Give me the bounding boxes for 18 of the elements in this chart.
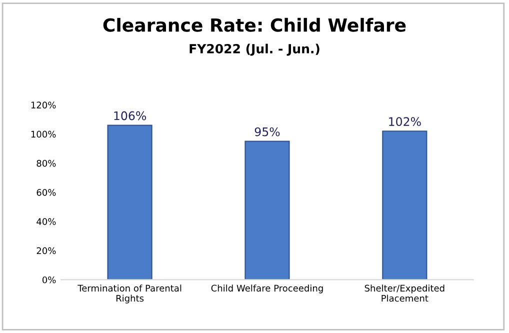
x-tick-label: Child Welfare Proceeding <box>211 284 323 294</box>
data-label: 106% <box>114 111 146 120</box>
x-tick-label: Shelter/Expedited Placement <box>364 284 444 302</box>
y-tick-label: 80% <box>36 160 56 167</box>
y-tick-label: 60% <box>36 189 56 196</box>
data-label: 95% <box>254 127 280 136</box>
bar <box>107 124 152 280</box>
chart-title: Clearance Rate: Child Welfare <box>103 18 406 32</box>
y-tick-label: 120% <box>31 102 56 108</box>
data-label: 102% <box>389 117 421 126</box>
y-tick-label: 100% <box>31 130 56 138</box>
x-tick-label: Termination of Parental Rights <box>78 284 182 304</box>
bar <box>244 140 290 280</box>
bar <box>382 130 428 280</box>
y-tick-label: 0% <box>42 276 56 284</box>
y-tick-label: 20% <box>36 247 56 254</box>
chart-subtitle: FY2022 (Jul. - Jun.) <box>190 44 320 56</box>
y-tick-label: 40% <box>36 218 56 226</box>
